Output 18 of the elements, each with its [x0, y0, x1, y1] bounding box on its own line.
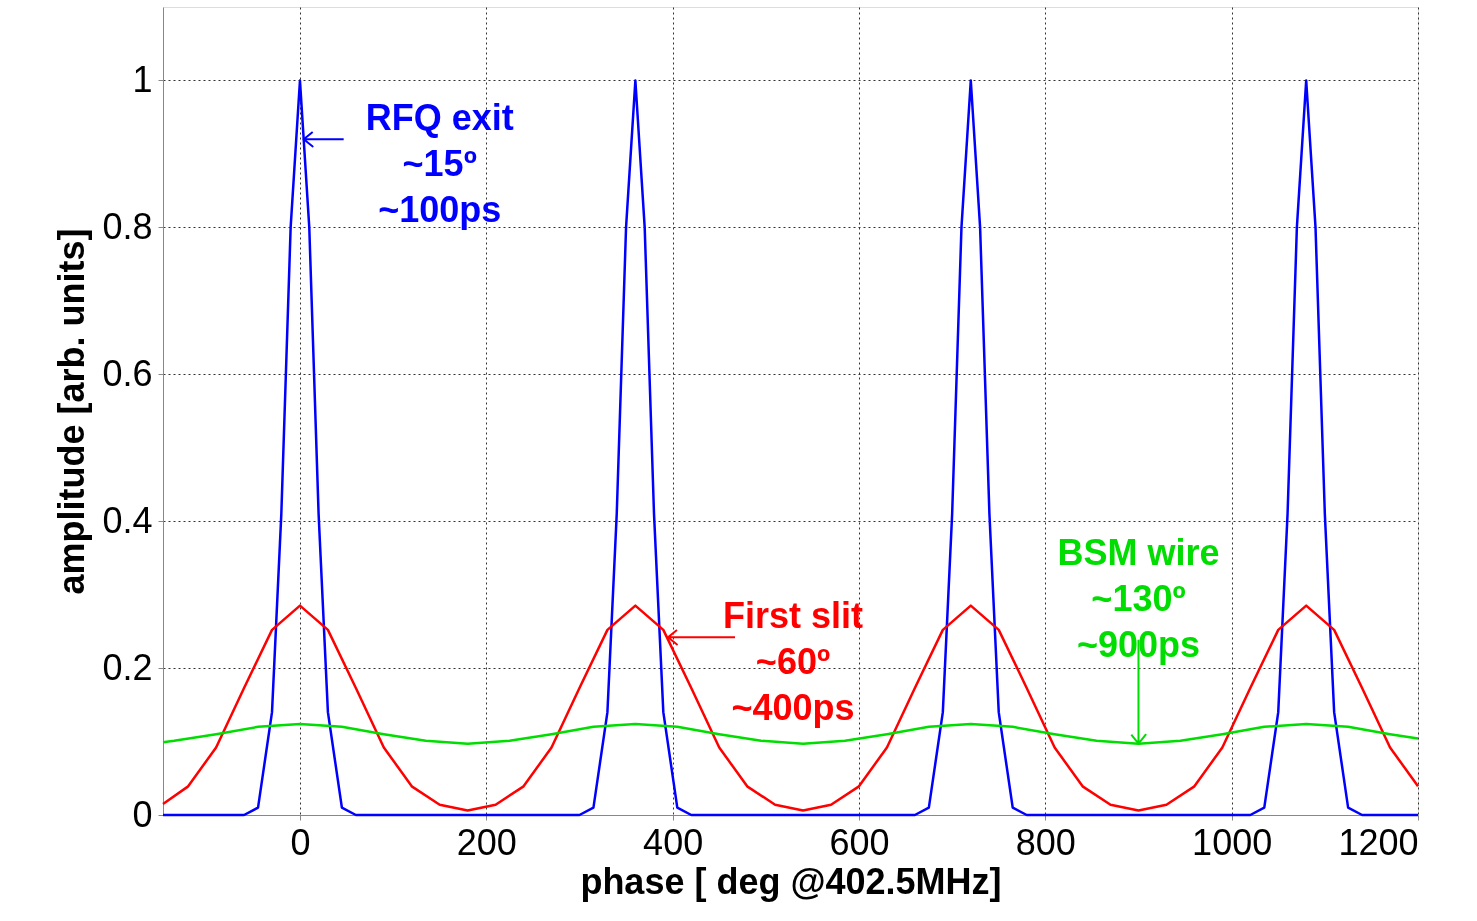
y-tick-label: 0.4	[102, 499, 153, 541]
x-tick-label: 200	[456, 821, 517, 863]
x-tick-label: 1200	[1338, 821, 1419, 863]
annotation: RFQ exit ~15º ~100ps	[365, 97, 514, 231]
x-tick-label: 400	[643, 821, 704, 863]
y-axis-title: amplitude [arb. units]	[51, 228, 93, 595]
y-tick-label: 0	[132, 793, 153, 835]
x-axis-title: phase [ deg @402.5MHz]	[580, 860, 1002, 902]
annotation: First slit ~60º ~400ps	[722, 595, 863, 729]
x-tick-label: 600	[829, 821, 890, 863]
y-tick-label: 0.2	[102, 646, 153, 688]
y-tick-label: 0.6	[102, 352, 153, 394]
y-tick-label: 0.8	[102, 205, 153, 247]
x-tick-label: 1000	[1192, 821, 1273, 863]
y-tick-label: 1	[132, 58, 153, 100]
x-tick-label: 0	[290, 821, 311, 863]
x-tick-label: 800	[1015, 821, 1076, 863]
annotation: BSM wire ~130º ~900ps	[1057, 531, 1220, 665]
